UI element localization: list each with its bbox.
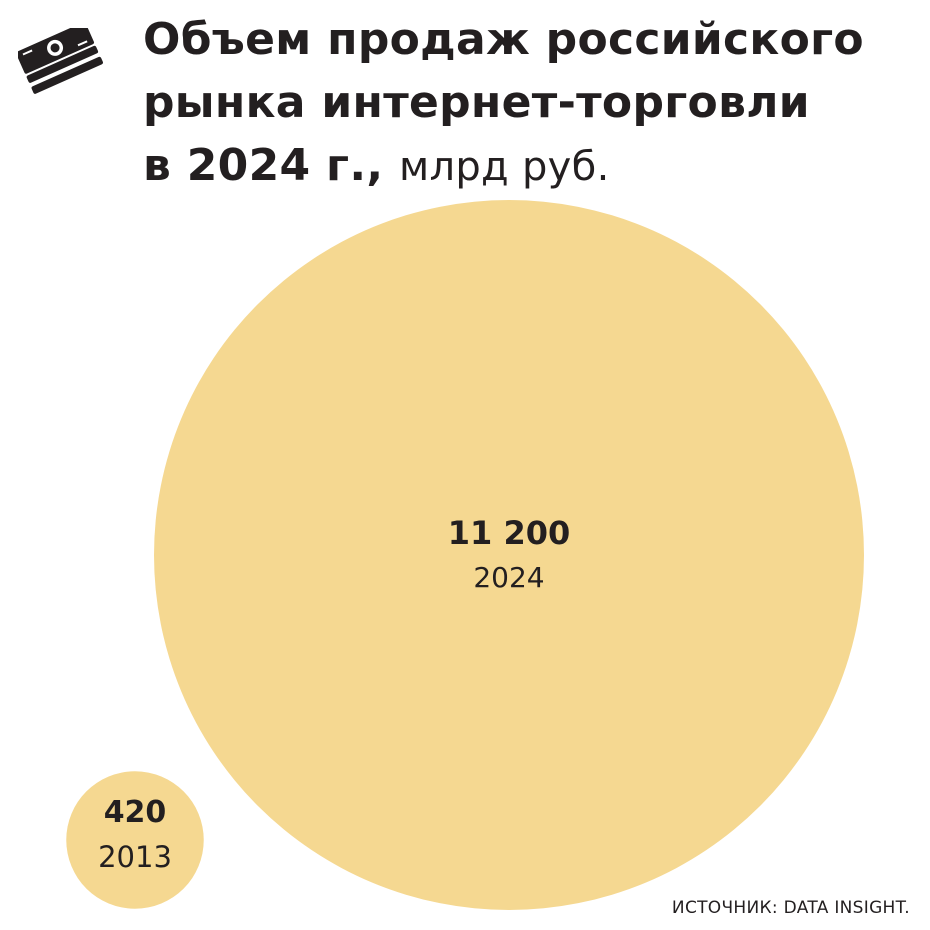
chart-title: Объем продаж российского рынка интернет-… [143, 8, 903, 199]
title-line-2: рынка интернет-торговли [143, 77, 810, 128]
title-line-1: Объем продаж российского [143, 14, 864, 65]
source-note: ИСТОЧНИК: DATA INSIGHT. [671, 898, 910, 918]
data-label-year: 2013 [98, 840, 172, 874]
data-label-value: 420 [104, 795, 167, 830]
data-label-year: 2024 [473, 561, 544, 594]
banknotes-icon [18, 28, 103, 94]
bubble-2013 [66, 771, 204, 909]
data-label-value: 11 200 [448, 514, 570, 552]
title-line-3: в 2024 г., млрд руб. [143, 134, 903, 199]
title-unit: млрд руб. [398, 144, 610, 190]
title-year: в 2024 г., [143, 140, 384, 191]
bubble-2024 [154, 200, 864, 910]
